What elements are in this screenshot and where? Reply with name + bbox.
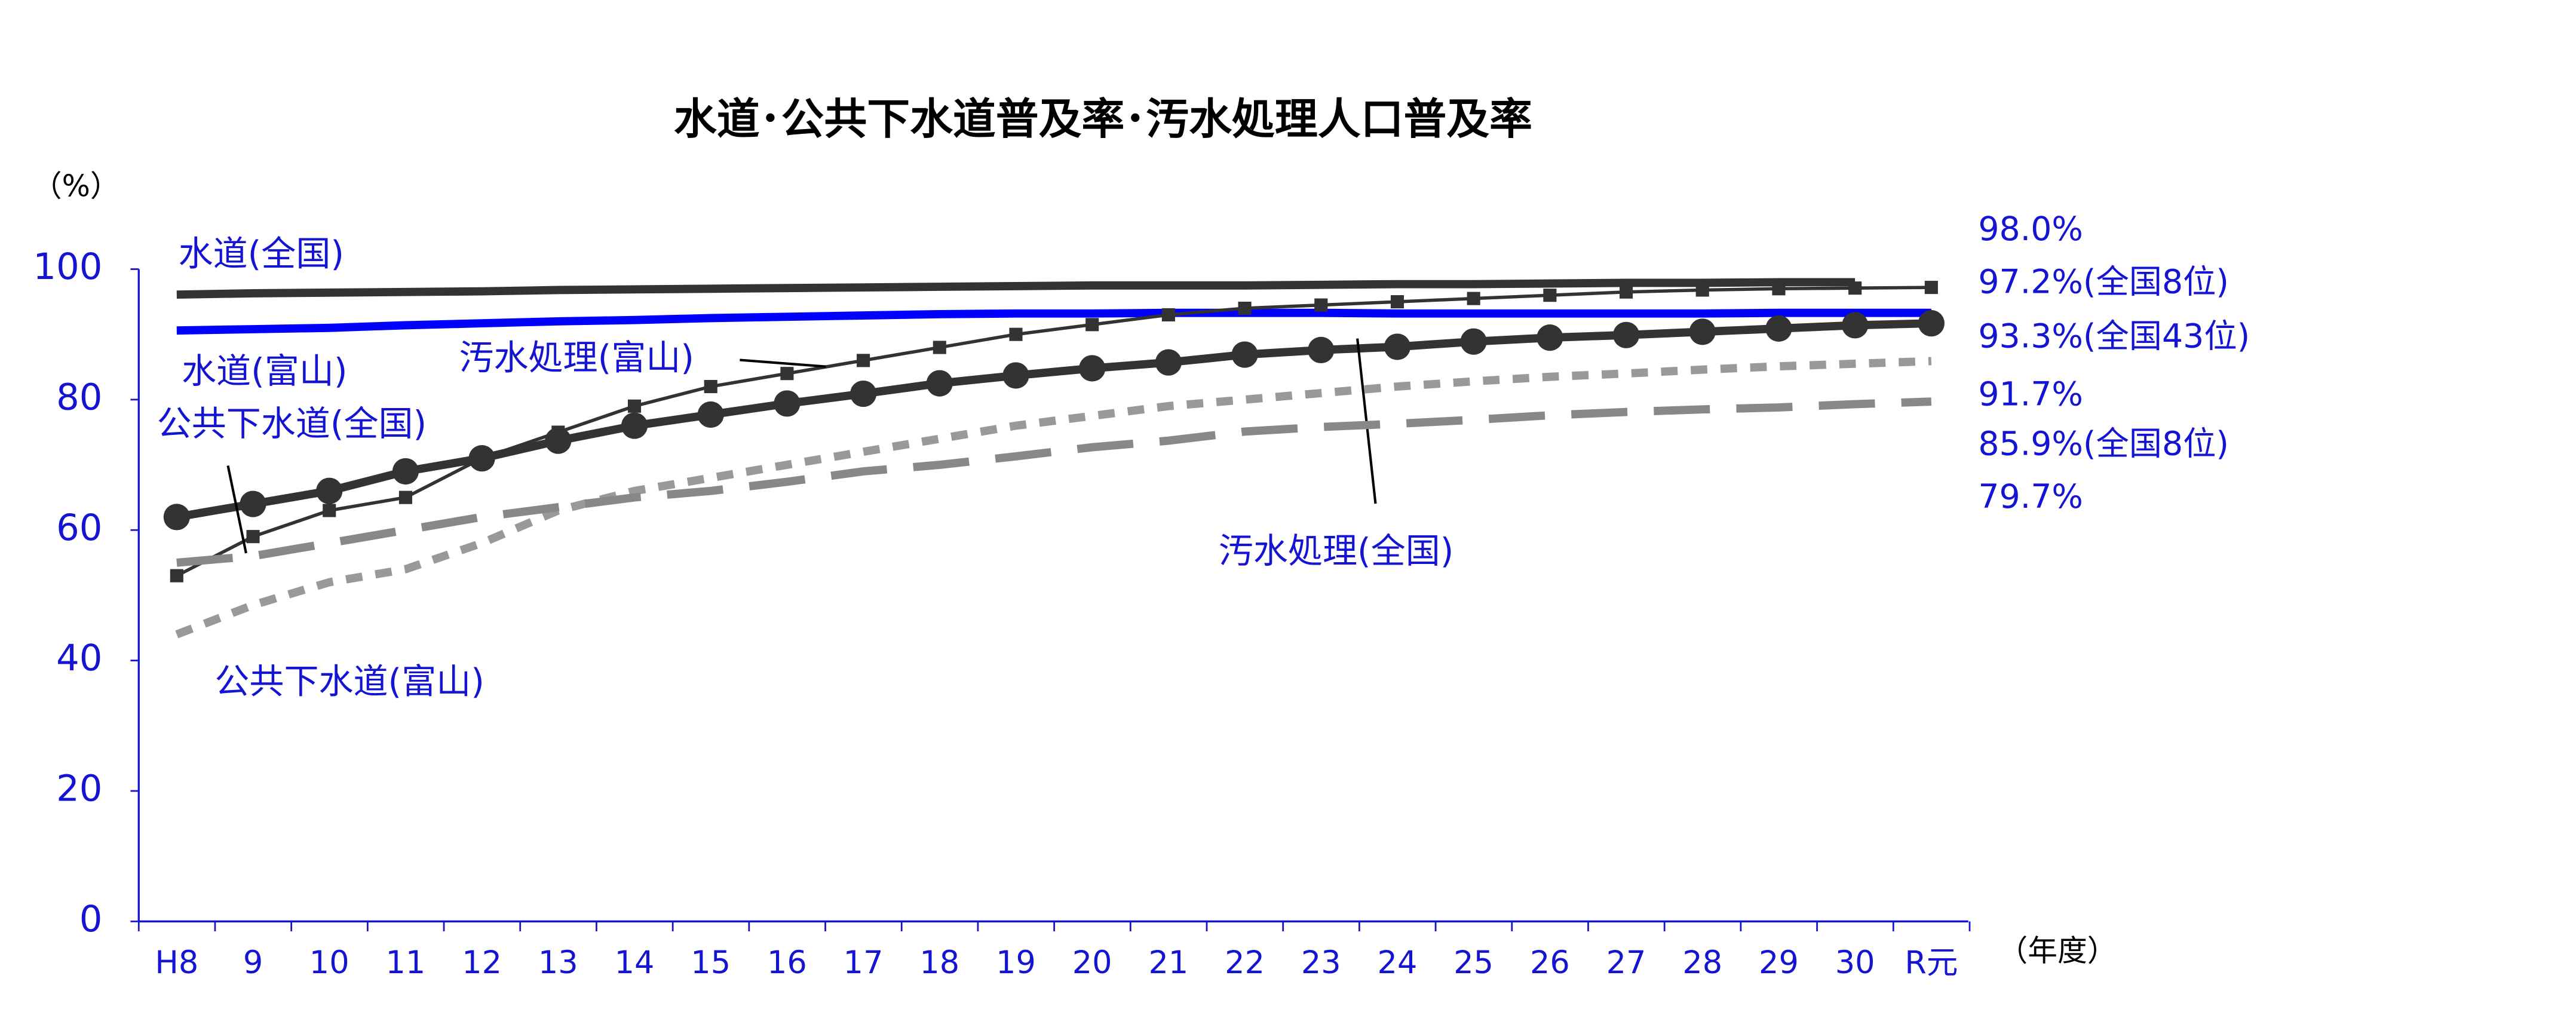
point: [1842, 312, 1869, 339]
x-tick-label: H8: [155, 945, 198, 981]
x-tick-label: 10: [309, 945, 349, 981]
point: [316, 477, 343, 504]
point: [933, 341, 946, 354]
x-tick-label: 15: [691, 945, 731, 981]
point: [780, 367, 794, 381]
value-label: 91.7%: [1978, 375, 2083, 413]
y-tick-label: 60: [56, 507, 102, 549]
series-label: 汚水処理(富山): [459, 338, 694, 378]
series-line: [176, 308, 1931, 335]
series-label: 公共下水道(富山): [214, 661, 484, 701]
leader-line: [740, 358, 826, 368]
x-tick-label: 18: [919, 945, 959, 981]
point: [246, 530, 260, 544]
y-axis-label: （%）: [32, 169, 120, 204]
x-tick-label: 17: [844, 945, 884, 981]
x-tick-label: 16: [767, 945, 807, 981]
y-tick-label: 80: [56, 376, 102, 418]
value-label: 97.2%(全国8位): [1978, 263, 2229, 302]
point: [1085, 318, 1099, 332]
point: [1009, 327, 1023, 341]
series-label: 水道(全国): [179, 234, 344, 274]
point: [1460, 328, 1487, 355]
point: [1467, 292, 1480, 305]
point: [1155, 349, 1182, 376]
series-label: 水道(富山): [182, 351, 347, 391]
point: [170, 569, 183, 582]
series-line: [176, 286, 1931, 578]
series-label: 公共下水道(全国): [157, 403, 427, 444]
point: [1238, 301, 1252, 315]
x-tick-label: 24: [1378, 945, 1418, 981]
x-tick-label: 14: [615, 945, 655, 981]
x-tick-label: 11: [386, 945, 426, 981]
point: [163, 504, 190, 531]
point: [468, 445, 495, 472]
value-label: 93.3%(全国43位): [1978, 318, 2250, 356]
x-axis-label: （年度）: [1998, 933, 2117, 968]
x-tick-label: 29: [1759, 945, 1799, 981]
point: [1543, 289, 1557, 302]
y-tick-label: 100: [33, 246, 102, 288]
x-tick-label: R元: [1905, 945, 1958, 981]
point: [627, 399, 642, 413]
point: [1384, 333, 1411, 360]
point: [1002, 362, 1029, 389]
value-label: 79.7%: [1978, 478, 2083, 516]
point: [621, 412, 648, 439]
point: [323, 504, 336, 517]
x-tick-label: 28: [1682, 945, 1722, 981]
point: [1689, 318, 1716, 345]
point: [240, 490, 266, 517]
leader-line: [226, 465, 247, 554]
point: [1620, 285, 1633, 299]
x-tick-label: 27: [1606, 945, 1646, 981]
point: [1079, 355, 1106, 382]
point: [1765, 315, 1792, 342]
point: [1772, 282, 1786, 296]
x-tick-label: 13: [538, 945, 578, 981]
point: [1308, 336, 1335, 364]
point: [1612, 321, 1640, 348]
point: [850, 380, 877, 407]
x-tick-label: 12: [462, 945, 502, 981]
point: [697, 401, 724, 428]
series-line: [176, 278, 1856, 299]
point: [926, 370, 953, 397]
y-tick-label: 20: [56, 768, 102, 810]
point: [704, 379, 717, 394]
x-tick-label: 30: [1835, 945, 1875, 981]
series-line: [176, 397, 1932, 567]
x-tick-label: 26: [1530, 945, 1570, 981]
y-tick-label: 0: [79, 899, 103, 940]
x-tick-label: 23: [1301, 945, 1341, 981]
point: [857, 354, 870, 367]
series-line: [175, 357, 1932, 639]
y-tick-label: 40: [56, 637, 102, 679]
point: [1314, 298, 1328, 312]
x-tick-label: 20: [1072, 945, 1112, 981]
point: [1848, 281, 1862, 295]
point: [1390, 295, 1404, 309]
x-tick-label: 19: [996, 945, 1036, 981]
point: [398, 490, 412, 504]
value-label: 98.0%: [1978, 210, 2083, 249]
series-label: 汚水処理(全国): [1219, 531, 1453, 571]
point: [1231, 341, 1258, 368]
value-label: 85.9%(全国8位): [1978, 425, 2229, 463]
point: [1695, 283, 1709, 297]
chart-title: 水道･公共下水道普及率･汚水処理人口普及率: [674, 94, 1532, 144]
x-tick-label: 22: [1225, 945, 1265, 981]
x-tick-label: 21: [1148, 945, 1188, 981]
x-tick-label: 9: [243, 945, 263, 981]
point: [545, 427, 572, 454]
point: [1924, 281, 1938, 295]
point: [392, 458, 419, 485]
point: [1537, 324, 1563, 351]
point: [774, 390, 801, 417]
point: [1161, 308, 1175, 322]
x-tick-label: 25: [1453, 945, 1494, 981]
point: [1918, 310, 1945, 337]
